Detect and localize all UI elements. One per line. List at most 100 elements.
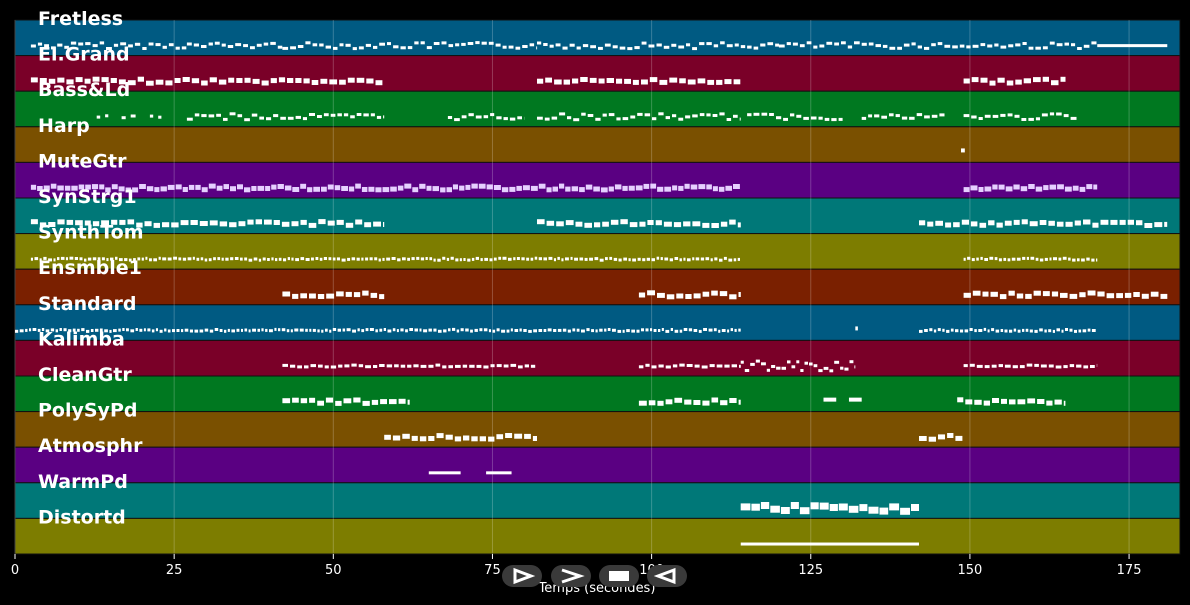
note-mark — [353, 397, 361, 403]
note-mark — [1077, 47, 1082, 50]
note-mark — [708, 328, 713, 332]
note-mark — [503, 117, 508, 121]
note-mark — [214, 41, 220, 45]
note-mark — [1144, 223, 1153, 228]
note-mark — [565, 186, 571, 192]
note-mark — [1091, 258, 1095, 262]
note-mark — [247, 219, 254, 225]
note-mark — [496, 364, 502, 368]
note-mark — [998, 184, 1005, 190]
note-mark — [953, 222, 960, 228]
note-mark — [478, 183, 486, 189]
note-mark — [960, 329, 964, 333]
note-mark — [382, 187, 390, 193]
note-mark — [1044, 257, 1048, 261]
note-mark — [90, 329, 94, 332]
track-lane — [14, 375, 1181, 413]
note-mark — [193, 43, 199, 47]
note-mark — [1119, 219, 1126, 225]
note-mark — [483, 328, 488, 332]
note-mark — [1097, 44, 1168, 48]
note-mark — [642, 258, 646, 262]
note-mark — [706, 113, 711, 117]
note-mark — [426, 46, 432, 50]
note-mark — [720, 400, 728, 406]
note-mark — [693, 329, 698, 332]
note-mark — [1026, 363, 1033, 367]
note-mark — [594, 257, 599, 261]
playback-controls — [502, 565, 688, 587]
note-mark — [323, 113, 329, 117]
note-mark — [706, 42, 712, 46]
note-mark — [463, 258, 466, 261]
note-mark — [658, 112, 664, 116]
note-mark — [1008, 44, 1014, 48]
note-mark — [963, 257, 966, 261]
note-mark — [390, 186, 397, 192]
rewind-button[interactable] — [647, 565, 687, 587]
note-mark — [209, 329, 214, 333]
note-mark — [64, 45, 69, 49]
note-mark — [1086, 184, 1093, 190]
note-mark — [32, 328, 37, 331]
note-mark — [1051, 80, 1059, 86]
note-mark — [610, 219, 619, 225]
note-mark — [711, 397, 719, 403]
note-mark — [139, 184, 146, 189]
note-mark — [678, 185, 684, 191]
note-mark — [1033, 290, 1041, 296]
note-mark — [488, 436, 495, 442]
note-mark — [522, 185, 530, 191]
play-icon — [513, 567, 536, 585]
note-mark — [810, 116, 817, 120]
note-mark — [692, 47, 697, 51]
note-mark — [575, 221, 583, 227]
note-mark — [729, 294, 737, 300]
note-mark — [375, 187, 382, 193]
note-mark — [1097, 291, 1105, 297]
note-mark — [1000, 113, 1006, 117]
note-mark — [546, 220, 555, 226]
note-mark — [938, 434, 945, 440]
forward-button[interactable] — [551, 565, 591, 587]
note-mark — [969, 363, 975, 367]
note-mark — [496, 328, 500, 332]
note-mark — [25, 328, 28, 332]
track-label: Harp — [38, 115, 90, 137]
note-mark — [402, 433, 410, 439]
note-mark — [1034, 363, 1039, 367]
note-mark — [362, 290, 369, 296]
note-mark — [446, 257, 450, 261]
note-mark — [251, 186, 257, 191]
note-mark — [517, 116, 522, 120]
note-mark — [95, 328, 99, 332]
note-mark — [319, 43, 324, 47]
note-mark — [978, 329, 983, 332]
note-mark — [353, 292, 361, 298]
play-button[interactable] — [502, 565, 542, 587]
note-mark — [30, 77, 38, 83]
note-mark — [1048, 364, 1054, 368]
note-mark — [671, 43, 677, 47]
note-mark — [694, 364, 700, 368]
note-mark — [219, 221, 228, 227]
note-mark — [182, 77, 190, 82]
note-mark — [1061, 329, 1064, 333]
note-mark — [569, 43, 575, 47]
note-mark — [355, 219, 363, 225]
note-mark — [980, 256, 983, 260]
note-mark — [1072, 258, 1076, 262]
note-mark — [844, 367, 849, 371]
note-mark — [1030, 256, 1035, 260]
note-mark — [622, 185, 628, 191]
note-mark — [703, 328, 707, 331]
note-mark — [1060, 76, 1066, 82]
note-mark — [861, 42, 867, 46]
track-lane — [14, 55, 1181, 92]
note-mark — [365, 328, 369, 332]
note-mark — [1053, 257, 1057, 261]
note-mark — [151, 329, 155, 333]
stop-button[interactable] — [599, 565, 639, 587]
note-mark — [244, 77, 251, 83]
